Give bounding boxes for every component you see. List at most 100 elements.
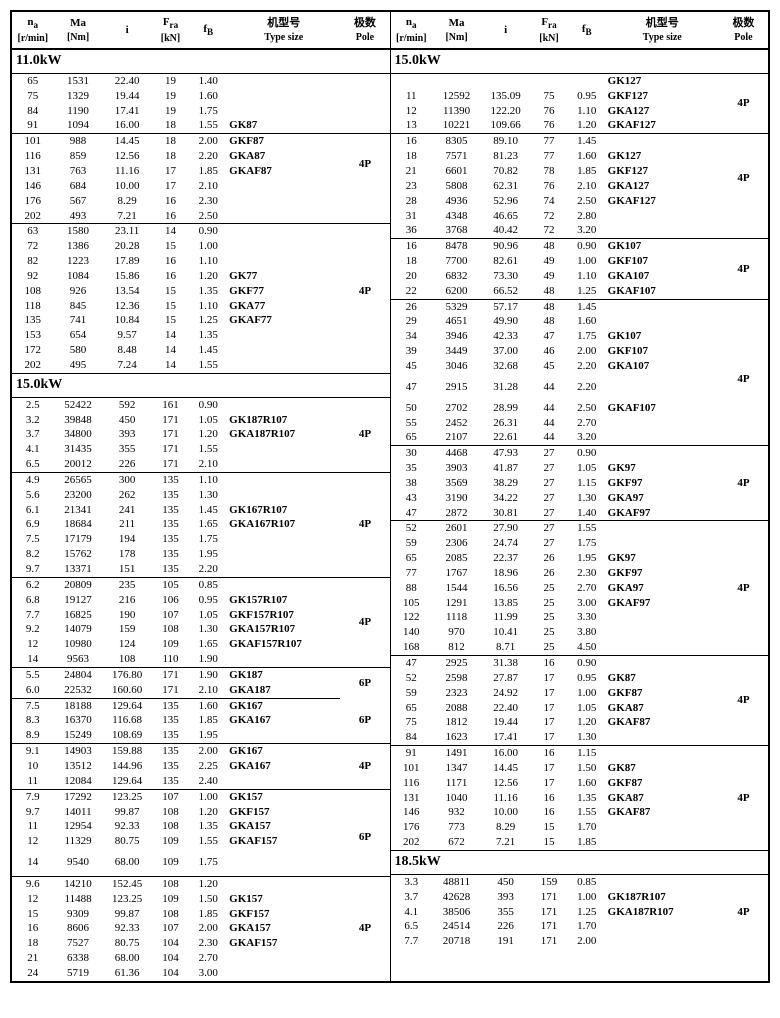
cell-i: 10.84 — [103, 313, 152, 328]
cell-na: 13 — [391, 118, 433, 133]
hdr-ts: 机型号Type size — [606, 12, 719, 49]
cell-i: 191 — [481, 934, 530, 949]
cell-typesize — [227, 774, 340, 789]
cell-na: 28 — [391, 194, 433, 209]
cell-i: 49.90 — [481, 314, 530, 329]
cell-i — [481, 73, 530, 88]
cell-typesize: GK77 — [227, 269, 340, 284]
cell-i: 73.30 — [481, 269, 530, 284]
cell-fra: 107 — [152, 608, 190, 623]
cell-ma: 24804 — [54, 667, 103, 682]
cell-typesize: GKAF157R107 — [227, 637, 340, 652]
cell-i: 11.16 — [481, 791, 530, 806]
cell-typesize: GK87 — [227, 118, 340, 133]
cell-ma: 16370 — [54, 713, 103, 728]
cell-na: 88 — [391, 581, 433, 596]
cell-ma: 39848 — [54, 413, 103, 428]
cell-typesize: GKAF77 — [227, 313, 340, 328]
cell-na: 29 — [391, 314, 433, 329]
cell-ma: 1084 — [54, 269, 103, 284]
cell-i: 7.21 — [103, 209, 152, 224]
cell-i: 22.40 — [481, 701, 530, 716]
cell-fb: 1.70 — [568, 820, 606, 835]
cell-fra: 16 — [530, 791, 568, 806]
cell-ma: 988 — [54, 134, 103, 149]
cell-fra: 26 — [530, 551, 568, 566]
cell-i: 176.80 — [103, 667, 152, 682]
cell-typesize: GK97 — [606, 461, 719, 476]
cell-fb: 1.30 — [568, 730, 606, 745]
cell-typesize: GKF97 — [606, 476, 719, 491]
cell-typesize — [227, 472, 340, 487]
cell-fb: 0.90 — [568, 656, 606, 671]
cell-fra: 48 — [530, 314, 568, 329]
cell-na: 5.6 — [12, 488, 54, 503]
cell-ma: 1491 — [432, 746, 481, 761]
cell-i: 135.09 — [481, 89, 530, 104]
cell-na: 146 — [391, 805, 433, 820]
cell-ma: 31435 — [54, 442, 103, 457]
cell-fb: 1.90 — [189, 652, 227, 667]
cell-i: 226 — [481, 919, 530, 934]
cell-na: 52 — [391, 521, 433, 536]
cell-na: 8.3 — [12, 713, 54, 728]
cell-fra: 135 — [152, 713, 190, 728]
cell-typesize: GKF87 — [227, 134, 340, 149]
cell-i: 80.75 — [103, 834, 152, 855]
cell-i: 81.23 — [481, 149, 530, 164]
cell-fra: 17 — [530, 686, 568, 701]
cell-typesize: GKA167R107 — [227, 517, 340, 532]
cell-fra: 76 — [530, 179, 568, 194]
cell-typesize: GKF157 — [227, 907, 340, 922]
cell-na: 91 — [391, 746, 433, 761]
cell-fra: 44 — [530, 401, 568, 416]
cell-typesize: GK127 — [606, 149, 719, 164]
cell-ma: 24514 — [432, 919, 481, 934]
cell-ma: 19127 — [54, 593, 103, 608]
cell-i: 38.29 — [481, 476, 530, 491]
cell-typesize: GKA97 — [606, 491, 719, 506]
cell-fra: 15 — [530, 820, 568, 835]
cell-pole-empty — [340, 397, 389, 412]
cell-na: 2.5 — [12, 397, 54, 412]
cell-i: 18.96 — [481, 566, 530, 581]
cell-i: 129.64 — [103, 698, 152, 713]
cell-typesize: GKA107 — [606, 269, 719, 284]
cell-fb: 1.10 — [189, 299, 227, 314]
cell-fb: 2.00 — [189, 134, 227, 149]
cell-i: 22.61 — [481, 430, 530, 445]
cell-i: 12.56 — [481, 776, 530, 791]
cell-typesize: GKF97 — [606, 566, 719, 581]
cell-ma: 3946 — [432, 329, 481, 344]
cell-na: 12 — [12, 892, 54, 907]
cell-fb: 2.50 — [568, 194, 606, 209]
hdr-na: na[r/min] — [391, 12, 433, 49]
cell-pole-empty — [340, 269, 389, 284]
cell-ma: 493 — [54, 209, 103, 224]
cell-typesize — [606, 446, 719, 461]
cell-fra: 159 — [530, 874, 568, 889]
cell-fra: 135 — [152, 532, 190, 547]
cell-fra: 16 — [530, 746, 568, 761]
cell-ma — [432, 73, 481, 88]
cell-i: 592 — [103, 397, 152, 412]
cell-fb: 1.45 — [568, 134, 606, 149]
cell-fb: 1.20 — [568, 715, 606, 730]
cell-fb: 1.55 — [189, 118, 227, 133]
cell-i: 52.96 — [481, 194, 530, 209]
cell-typesize — [227, 951, 340, 966]
cell-pole-empty — [719, 314, 768, 329]
cell-fra: 25 — [530, 581, 568, 596]
cell-ma: 1812 — [432, 715, 481, 730]
cell-i: 129.64 — [103, 774, 152, 789]
cell-pole-empty — [719, 416, 768, 431]
cell-i: 190 — [103, 608, 152, 623]
hdr-ts: 机型号Type size — [227, 12, 340, 49]
cell-ma: 4936 — [432, 194, 481, 209]
cell-pole-empty — [340, 413, 389, 428]
cell-fb: 1.60 — [568, 149, 606, 164]
cell-fra: 14 — [152, 224, 190, 239]
cell-i: 9.57 — [103, 328, 152, 343]
cell-ma: 15762 — [54, 547, 103, 562]
cell-typesize: GKA87 — [606, 701, 719, 716]
